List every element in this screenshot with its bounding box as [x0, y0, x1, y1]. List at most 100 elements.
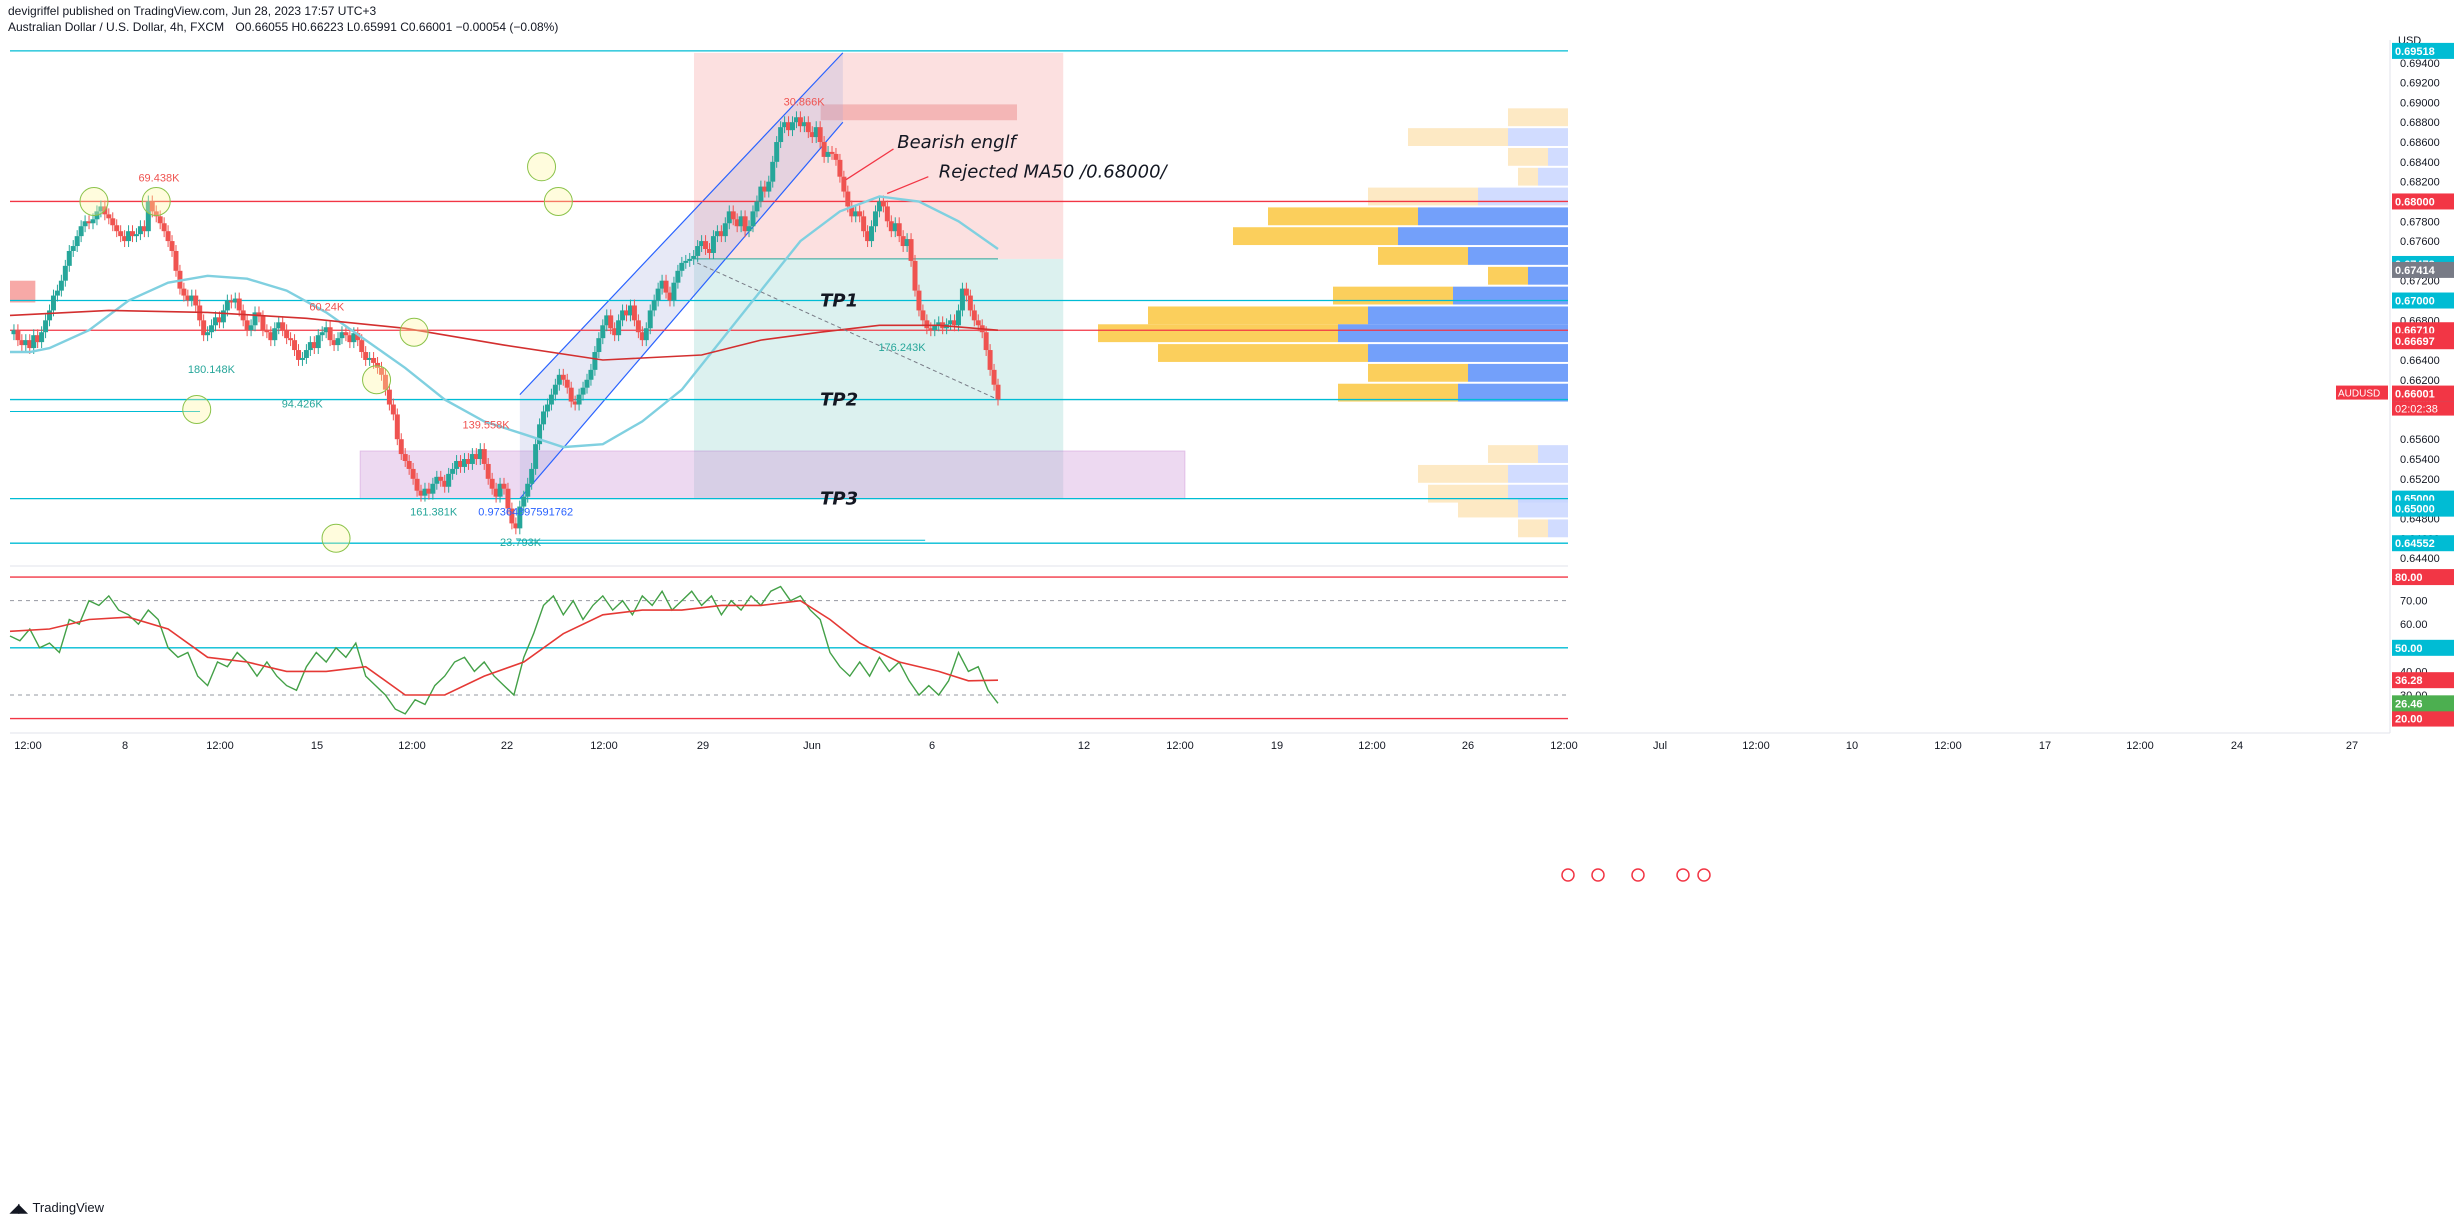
level-price-tag-bg — [2392, 535, 2454, 552]
candle-body — [501, 483, 507, 489]
volume-profile-down-bar — [1378, 247, 1468, 265]
candle-body — [766, 181, 772, 192]
level-price-tag: 0.69518 — [2395, 46, 2435, 58]
time-tick: 12:00 — [1742, 740, 1770, 752]
candle-body — [347, 335, 353, 343]
price-tick: 0.67800 — [2400, 216, 2440, 228]
rsi-level-tag: 20.00 — [2395, 714, 2423, 726]
candle-body — [31, 335, 37, 349]
trend-channel — [519, 52, 843, 499]
candle-body — [232, 298, 238, 303]
candle-body — [544, 404, 550, 412]
channel-upper-line — [519, 52, 844, 396]
background-layer — [10, 52, 1568, 538]
candle-body — [987, 350, 993, 370]
candle-body — [556, 374, 562, 385]
volume-profile-down-bar — [1368, 187, 1478, 206]
candle-body — [857, 211, 863, 217]
volume-profile-down-bar — [1418, 464, 1508, 483]
candle-body — [189, 295, 195, 301]
price-tick: 0.68200 — [2400, 177, 2440, 189]
candle-body — [422, 488, 428, 496]
candle-body — [631, 305, 637, 321]
candle-body — [292, 340, 298, 351]
volume-profile-down-bar — [1268, 207, 1418, 226]
candle-body — [627, 305, 633, 316]
candle-body — [671, 282, 677, 301]
candle-body — [576, 394, 582, 405]
candle-body — [789, 122, 795, 131]
volume-profile-up-bar — [1398, 227, 1568, 246]
rsi-value-tag-bg — [2392, 695, 2454, 712]
candle-body — [165, 231, 171, 242]
price-tick: 0.65600 — [2400, 434, 2440, 446]
time-tick: 12:00 — [1358, 740, 1386, 752]
candle-body — [315, 335, 321, 349]
highlight-circle — [79, 186, 109, 216]
candle-body — [169, 241, 175, 251]
candle-body — [667, 292, 673, 301]
candle-body — [600, 325, 606, 339]
candle-body — [414, 478, 420, 491]
candle-body — [363, 352, 369, 360]
candle-body — [359, 340, 365, 353]
candle-body — [205, 332, 211, 336]
candle-body — [872, 211, 878, 227]
candle-body — [533, 444, 539, 469]
candle-body — [450, 468, 456, 474]
time-tick: 6 — [929, 740, 935, 752]
candle-body — [133, 234, 139, 237]
volume-profile-up-bar — [1528, 266, 1568, 285]
time-tick: 12:00 — [206, 740, 234, 752]
candle-body — [675, 270, 681, 283]
order-block — [10, 280, 36, 303]
volume-profile-up-bar — [1453, 286, 1568, 305]
candle-body — [865, 231, 871, 242]
candle-body — [797, 117, 803, 127]
price-tag-bg — [2392, 261, 2454, 278]
candle-body — [465, 459, 471, 464]
tradingview-logo-icon: ◢◣ — [10, 1200, 27, 1215]
candle-body — [849, 206, 855, 217]
footer-brand: TradingView — [32, 1200, 105, 1215]
volume-profile-down-bar — [1233, 227, 1398, 246]
price-tick: 0.66200 — [2400, 375, 2440, 387]
volume-profile-down-bar — [1338, 383, 1458, 402]
candle-body — [876, 201, 882, 212]
rsi-level-tag: 80.00 — [2395, 572, 2423, 584]
highlight-circle — [399, 317, 429, 347]
candle-body — [228, 300, 234, 303]
candle-body — [588, 369, 594, 380]
candle-body — [280, 322, 286, 331]
volume-profile-down-bar — [1508, 108, 1568, 127]
symbol-title: Australian Dollar / U.S. Dollar, 4h, FXC… — [8, 20, 225, 34]
candle-body — [505, 488, 511, 509]
candle-body — [438, 476, 444, 481]
time-tick: 10 — [1846, 740, 1858, 752]
candle-body — [130, 231, 136, 237]
level-price-tag: 0.67000 — [2395, 296, 2435, 308]
candle-body — [750, 211, 756, 227]
candle-body — [216, 317, 222, 323]
candle-body — [592, 352, 598, 370]
annotation-arrow — [845, 148, 894, 181]
candle-body — [378, 367, 384, 375]
candle-body — [331, 340, 337, 346]
candle-body — [817, 127, 823, 143]
candle-body — [118, 231, 124, 237]
candle-body — [643, 328, 649, 341]
volume-profile-up-bar — [1478, 187, 1568, 206]
volume-label: 0.97364897591762 — [478, 506, 573, 518]
ma200-line — [9, 309, 999, 361]
candle-body — [880, 201, 886, 207]
candle-body — [173, 250, 179, 271]
symbol-line: Australian Dollar / U.S. Dollar, 4h, FXC… — [8, 20, 558, 34]
publisher-line: devigriffel published on TradingView.com… — [8, 4, 377, 18]
candle-body — [481, 449, 487, 464]
candle-body — [185, 295, 191, 301]
candle-body — [624, 310, 630, 316]
volume-profile-up-bar — [1538, 167, 1568, 186]
candle-body — [240, 310, 246, 321]
candle-body — [446, 473, 452, 487]
